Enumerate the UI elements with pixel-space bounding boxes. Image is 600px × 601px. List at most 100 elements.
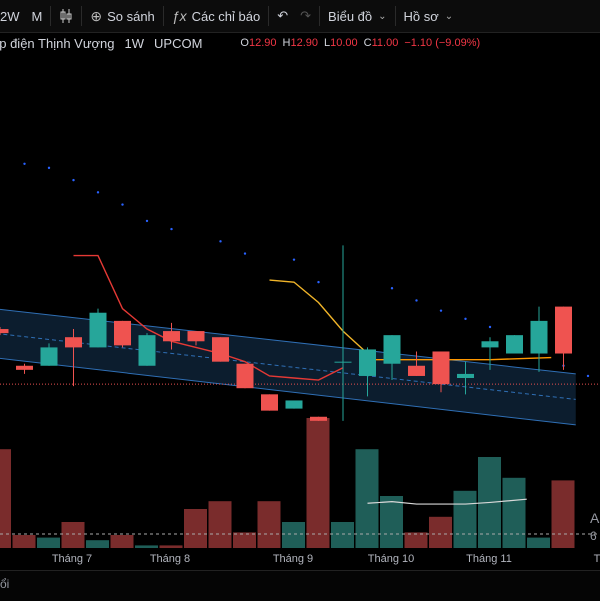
volume-bar [331, 522, 354, 548]
chart-type-dropdown[interactable]: Biểu đồ ⌄ [322, 0, 392, 32]
close-key: C [363, 37, 372, 49]
candle-body [163, 331, 180, 342]
volume-bar [61, 522, 85, 548]
candle-body [408, 365, 425, 376]
close-value: 11.00 [371, 37, 399, 49]
indicator-dot [292, 258, 296, 261]
volume-bar [380, 496, 403, 548]
bottom-bar: ổi [0, 570, 600, 601]
indicator-dot [586, 374, 590, 378]
candle-body [432, 351, 450, 385]
separator [394, 6, 396, 26]
time-axis[interactable]: Tháng 7 Tháng 8 Tháng 9 Tháng 10 Tháng 1… [0, 548, 600, 570]
moving-average-red [73, 254, 344, 381]
volume-bar [453, 490, 477, 548]
indicators-button[interactable]: ƒx Các chỉ báo [166, 0, 266, 32]
channel-lower-line [0, 357, 576, 426]
indicator-dot [488, 325, 492, 329]
chevron-down-icon: ⌄ [444, 10, 454, 22]
chart-type-label: Biểu đồ [328, 8, 373, 24]
indicator-dot [464, 317, 467, 321]
candle-body [383, 335, 401, 364]
candle-body [236, 363, 254, 389]
undo-button[interactable]: ↶ [271, 0, 294, 32]
candle-body [187, 331, 205, 342]
indicator-dot [47, 166, 51, 170]
indicator-dot [23, 162, 26, 165]
symbol-exchange: UPCOM [154, 35, 203, 51]
separator [268, 6, 270, 26]
symbol-timeframe[interactable]: 1W [124, 35, 145, 51]
volume-bar [159, 545, 183, 548]
redo-icon: ↷ [300, 8, 312, 23]
candle-body [481, 341, 499, 348]
channel-upper-line [0, 308, 576, 375]
ohlc-values: O12.90 H12.90 L10.00 C11.00 −1.10 (−9.09… [240, 37, 480, 49]
x-tick-label: T [593, 553, 600, 565]
volume-bar [135, 545, 158, 548]
timeframe-2w-button[interactable]: 2W [0, 8, 20, 24]
volume-bar [306, 418, 330, 548]
separator [319, 6, 321, 26]
candle-body [359, 349, 376, 376]
volume-bar [37, 537, 60, 548]
indicator-dot [439, 309, 443, 312]
symbol-name[interactable]: ập điện Thịnh Vượng [0, 35, 115, 51]
indicator-dot [121, 203, 124, 206]
volume-average-line [367, 498, 527, 505]
candle-body [530, 320, 548, 354]
candle-body [16, 365, 33, 370]
function-icon: ƒx [171, 8, 187, 24]
candle-body [40, 347, 58, 366]
volume-bar [527, 537, 550, 548]
indicator-dot [96, 191, 100, 194]
candle-body [261, 394, 278, 411]
x-tick-label: Tháng 11 [466, 553, 512, 565]
candle-body [114, 320, 131, 346]
top-toolbar: 2W M ⊕ So sánh ƒx Các chỉ báo ↶ ↷ Biểu đ… [0, 0, 600, 33]
candle-body [138, 335, 156, 366]
indicator-dot [145, 219, 149, 223]
candle-body [506, 335, 523, 354]
right-axis-label-partial: A [590, 510, 600, 526]
volume-bar [282, 522, 305, 548]
x-tick-label: Tháng 8 [149, 553, 191, 565]
redo-button[interactable]: ↷ [294, 0, 317, 32]
low-value: 10.00 [330, 37, 358, 49]
chevron-down-icon: ⌄ [378, 10, 387, 22]
timeframe-m-button[interactable]: M [31, 8, 43, 24]
candle-type-button[interactable] [53, 0, 79, 32]
indicator-dot [390, 287, 394, 290]
change-value: −1.10 (−9.09%) [404, 37, 481, 49]
candle-body [89, 312, 107, 348]
volume-bar [110, 535, 134, 548]
candle-body [0, 329, 9, 334]
compare-button[interactable]: ⊕ So sánh [84, 0, 160, 32]
compare-label: So sánh [107, 8, 155, 24]
indicator-dot [243, 252, 247, 255]
x-tick-label: Tháng 9 [272, 553, 314, 565]
candle-body [212, 337, 229, 362]
indicators-label: Các chỉ báo [191, 8, 261, 24]
plus-circle-icon: ⊕ [90, 7, 103, 24]
volume-bar [257, 501, 281, 548]
candle-body [285, 400, 303, 409]
high-key: H [282, 37, 291, 49]
separator [50, 6, 52, 26]
volume-bar [502, 477, 526, 548]
high-value: 12.90 [290, 37, 318, 49]
low-key: L [324, 37, 331, 49]
indicator-dot [72, 178, 75, 182]
candle-body [555, 306, 572, 354]
separator [81, 6, 83, 26]
indicator-dot [317, 280, 320, 284]
volume-bar [404, 532, 428, 548]
bottom-bar-label-partial[interactable]: ổi [0, 577, 10, 591]
separator [162, 6, 164, 26]
candle-body [310, 416, 327, 421]
candlestick-icon [60, 9, 72, 23]
profile-dropdown[interactable]: Hồ sơ ⌄ [398, 0, 460, 32]
x-tick-label: Tháng 10 [367, 553, 415, 565]
right-axis-label-partial: 6 [590, 529, 597, 543]
